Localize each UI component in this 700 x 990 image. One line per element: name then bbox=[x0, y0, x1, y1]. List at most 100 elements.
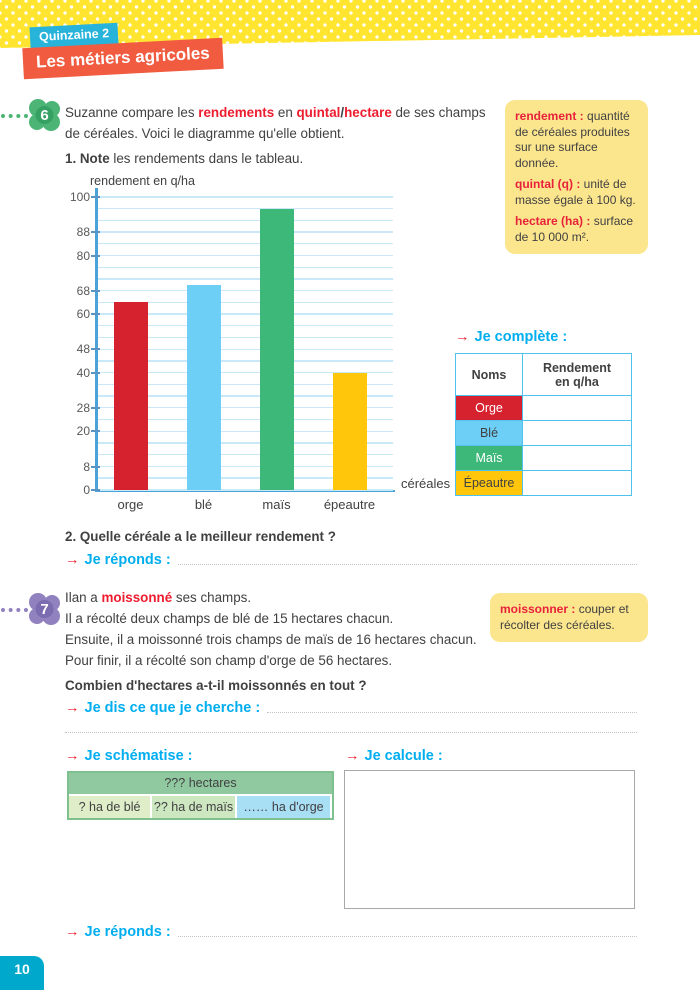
table-row-ble-name: Blé bbox=[455, 420, 523, 446]
bar-orge bbox=[113, 302, 148, 490]
exercise6-intro: Suzanne compare les rendements en quinta… bbox=[65, 102, 511, 169]
table-row-mais-name: Maïs bbox=[455, 445, 523, 471]
exercise7-badge: 7 bbox=[29, 593, 60, 625]
chart-y-tick-label: 8 bbox=[83, 459, 90, 474]
chart-gridline bbox=[97, 360, 393, 362]
table-cell-orge-value[interactable] bbox=[522, 395, 632, 421]
chart-y-tick bbox=[90, 430, 100, 433]
chart-y-tick bbox=[90, 313, 100, 316]
answer-blank-cherche-2[interactable] bbox=[65, 722, 637, 733]
chart-y-tick-label: 28 bbox=[76, 400, 90, 415]
schema-cell-orge[interactable]: …… ha d'orge bbox=[235, 796, 330, 818]
chart-y-tick-label: 88 bbox=[76, 225, 90, 240]
bar-maïs bbox=[259, 208, 294, 490]
chart-gridline bbox=[97, 477, 393, 479]
table-cell-mais-value[interactable] bbox=[522, 445, 632, 471]
vocab-item-moissonner: moissonner : couper et récolter des céré… bbox=[500, 602, 629, 632]
je-reponds-line-2: → Je réponds : bbox=[65, 920, 637, 940]
chart-gridline bbox=[97, 407, 393, 409]
chart-gridline bbox=[97, 289, 393, 292]
chart-gridline bbox=[97, 442, 393, 444]
calculation-box[interactable] bbox=[344, 770, 635, 909]
exercise7-leader-dots bbox=[1, 608, 28, 612]
schema-diagram: ??? hectares ? ha de blé ?? ha de maïs …… bbox=[67, 771, 334, 820]
chart-gridline bbox=[97, 418, 393, 421]
answer-blank-cherche[interactable] bbox=[267, 712, 637, 713]
exercise7-line4: Pour finir, il a récolté son champ d'org… bbox=[65, 653, 393, 668]
chart-y-tick bbox=[90, 254, 100, 257]
chart-y-tick-label: 48 bbox=[76, 342, 90, 357]
arrow-icon: → bbox=[65, 924, 80, 940]
arrow-icon: → bbox=[65, 552, 80, 568]
chart-gridline bbox=[97, 313, 393, 315]
exercise7-number: 7 bbox=[40, 601, 48, 618]
schema-cell-mais[interactable]: ?? ha de maïs bbox=[150, 796, 235, 818]
chart-gridline bbox=[97, 219, 393, 221]
question1: 1. Note les rendements dans le tableau. bbox=[65, 151, 304, 166]
arrow-icon: → bbox=[455, 329, 470, 345]
je-reponds-line-1: → Je réponds : bbox=[65, 548, 637, 568]
exercise7-line3: Ensuite, il a moissonné trois champs de … bbox=[65, 632, 477, 647]
chart-y-tick bbox=[90, 465, 100, 468]
chart-gridline bbox=[97, 325, 393, 327]
chart-y-axis-title: rendement en q/ha bbox=[90, 174, 195, 188]
chart-gridline bbox=[97, 231, 393, 233]
chart-x-axis-title: céréales bbox=[401, 476, 451, 491]
vocab-box-rendement: rendement : quantité de céréales produit… bbox=[505, 100, 648, 254]
chart-plot bbox=[90, 196, 393, 491]
chart-y-tick-label: 60 bbox=[76, 307, 90, 322]
vocab-item-hectare: hectare (ha) : surface de 10 000 m². bbox=[515, 214, 634, 244]
schema-cell-ble[interactable]: ? ha de blé bbox=[69, 796, 150, 818]
chart-gridline bbox=[97, 348, 393, 350]
chart-y-tick bbox=[90, 231, 100, 234]
table-row-epeautre-name: Épeautre bbox=[455, 470, 523, 496]
chart-y-labels: 0 8 20 28 40 48 60 68 80 88 100 bbox=[60, 190, 90, 497]
je-calcule-heading: → Je calcule : bbox=[345, 748, 443, 764]
table-cell-ble-value[interactable] bbox=[522, 420, 632, 446]
table-row-epeautre: Épeautre bbox=[455, 470, 632, 496]
table-cell-epeautre-value[interactable] bbox=[522, 470, 632, 496]
chart-x-tick-label: maïs bbox=[262, 497, 291, 512]
answer-blank-q2[interactable] bbox=[177, 564, 637, 565]
chart-y-tick-label: 80 bbox=[76, 248, 90, 263]
chart-y-tick-label: 40 bbox=[76, 365, 90, 380]
chart-gridline bbox=[97, 196, 393, 198]
chart-gridline bbox=[97, 383, 393, 386]
chart-x-tick-label: orge bbox=[117, 497, 144, 512]
chart-y-tick-label: 20 bbox=[76, 424, 90, 439]
chart-gridline bbox=[97, 254, 393, 257]
arrow-icon: → bbox=[65, 748, 80, 764]
chart-gridline bbox=[97, 243, 393, 245]
chart-y-tick bbox=[90, 406, 100, 409]
chart-gridline bbox=[97, 266, 393, 268]
chart-gridline bbox=[97, 336, 393, 339]
chart-gridline bbox=[97, 372, 393, 374]
je-cherche-line: → Je dis ce que je cherche : bbox=[65, 696, 637, 716]
chart-gridline bbox=[97, 454, 393, 456]
chart-gridline bbox=[97, 301, 393, 303]
chart-gridline bbox=[97, 430, 393, 432]
exercise7-text: Ilan a moissonné ses champs. Il a récolt… bbox=[65, 587, 515, 696]
bar-épeautre bbox=[332, 372, 367, 490]
table-row-orge-name: Orge bbox=[455, 395, 523, 421]
je-schematise-heading: → Je schématise : bbox=[65, 748, 193, 764]
table-col-noms: Noms bbox=[455, 353, 523, 396]
table-row-orge: Orge bbox=[455, 395, 632, 421]
arrow-icon: → bbox=[65, 700, 80, 716]
answer-blank-final[interactable] bbox=[177, 936, 637, 937]
chart-gridline bbox=[97, 278, 393, 280]
yield-table: Noms Rendement en q/ha Orge Blé Maïs Épe… bbox=[455, 353, 632, 496]
page-number-tab: 10 bbox=[0, 956, 44, 990]
chart-x-axis bbox=[95, 489, 395, 492]
je-complete-heading: → Je complète : bbox=[455, 329, 568, 345]
chart-y-tick-label: 0 bbox=[83, 483, 90, 497]
exercise6-badge: 6 bbox=[29, 99, 60, 131]
table-col-rendement: Rendement en q/ha bbox=[522, 353, 632, 396]
table-row-ble: Blé bbox=[455, 420, 632, 446]
schema-total-bar[interactable]: ??? hectares bbox=[69, 773, 332, 794]
chart-y-tick bbox=[90, 371, 100, 374]
table-row-mais: Maïs bbox=[455, 445, 632, 471]
chart-x-tick-label: blé bbox=[194, 497, 213, 512]
question7: Combien d'hectares a-t-il moissonnés en … bbox=[65, 678, 367, 693]
